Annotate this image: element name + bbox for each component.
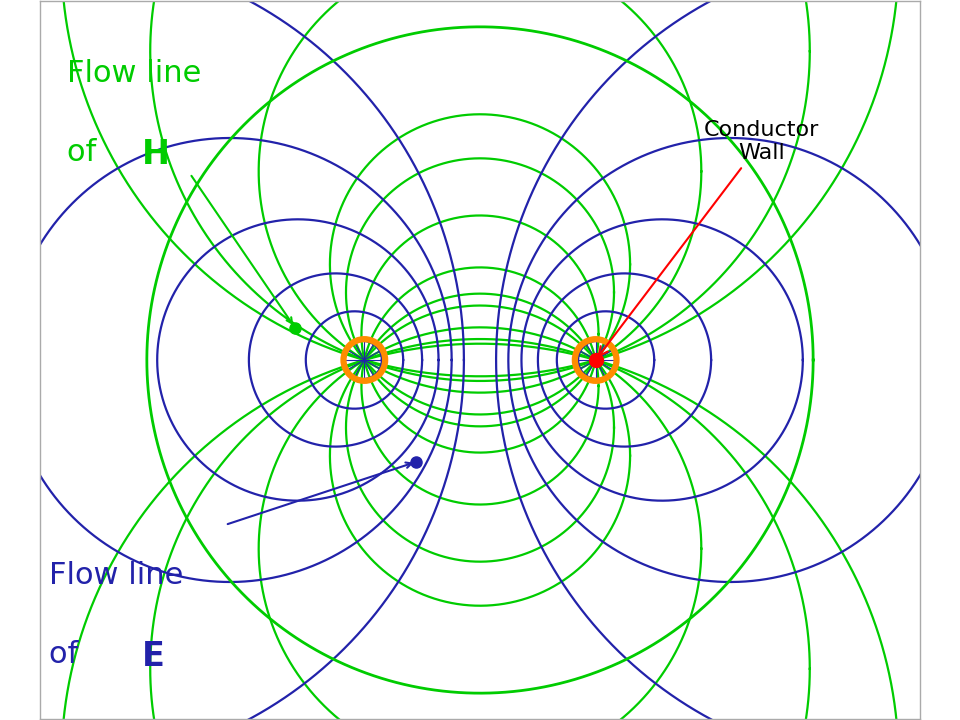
Text: Conductor
Wall: Conductor Wall — [599, 120, 819, 356]
Text: of: of — [49, 639, 88, 669]
Text: H: H — [141, 138, 170, 171]
Text: Flow line: Flow line — [67, 59, 202, 88]
Text: E: E — [141, 639, 164, 672]
Text: Flow line: Flow line — [49, 561, 183, 590]
Text: of: of — [67, 138, 106, 166]
